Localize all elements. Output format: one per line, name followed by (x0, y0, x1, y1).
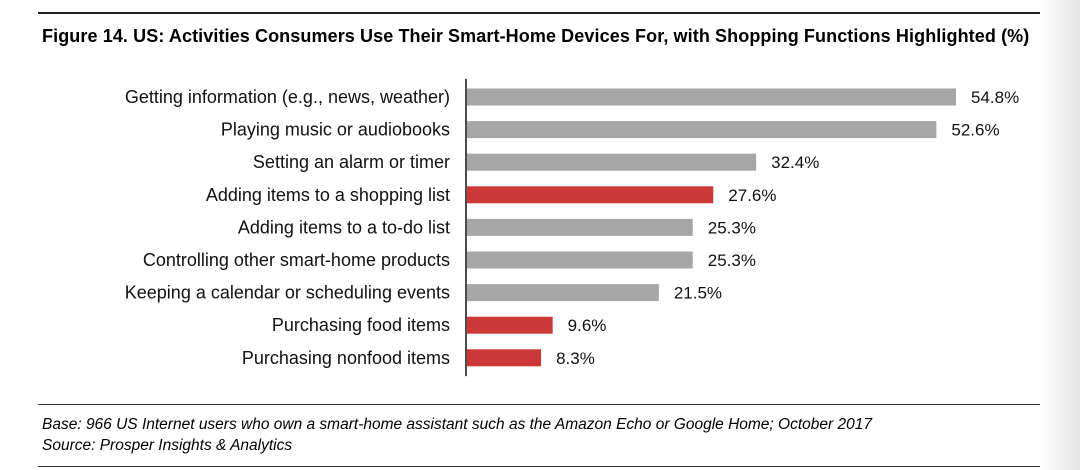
chart-title: Figure 14. US: Activities Consumers Use … (42, 26, 1030, 46)
bottom-rule (38, 466, 1040, 467)
bar (467, 349, 542, 367)
bar (467, 153, 757, 171)
footnote-rule (38, 404, 1040, 405)
bar-chart: Getting information (e.g., news, weather… (125, 78, 1019, 377)
bar (467, 186, 714, 204)
category-label: Adding items to a shopping list (206, 185, 450, 205)
category-label: Keeping a calendar or scheduling events (125, 283, 450, 303)
bar (467, 121, 937, 139)
value-label: 9.6% (568, 316, 607, 335)
bar (467, 218, 693, 236)
category-label: Purchasing food items (272, 315, 450, 335)
bar (467, 88, 956, 106)
value-label: 52.6% (951, 121, 999, 140)
top-rule (38, 12, 1040, 14)
value-label: 21.5% (674, 284, 722, 303)
footnote-base: Base: 966 US Internet users who own a sm… (42, 416, 872, 433)
category-label: Purchasing nonfood items (242, 348, 450, 368)
value-label: 25.3% (708, 218, 756, 237)
value-label: 27.6% (728, 186, 776, 205)
bar (467, 284, 659, 302)
footnote-source: Source: Prosper Insights & Analytics (42, 437, 293, 454)
footnotes: Base: 966 US Internet users who own a sm… (42, 414, 872, 456)
category-label: Setting an alarm or timer (253, 152, 450, 172)
bar (467, 316, 553, 334)
bar (467, 251, 693, 269)
value-label: 25.3% (708, 251, 756, 270)
category-label: Playing music or audiobooks (221, 120, 450, 140)
category-label: Controlling other smart-home products (143, 250, 450, 270)
value-label: 8.3% (556, 349, 595, 368)
category-label: Getting information (e.g., news, weather… (125, 87, 450, 107)
category-label: Adding items to a to-do list (238, 217, 450, 237)
page-edge-shadow (1040, 0, 1080, 470)
value-label: 54.8% (971, 88, 1019, 107)
value-label: 32.4% (771, 153, 819, 172)
